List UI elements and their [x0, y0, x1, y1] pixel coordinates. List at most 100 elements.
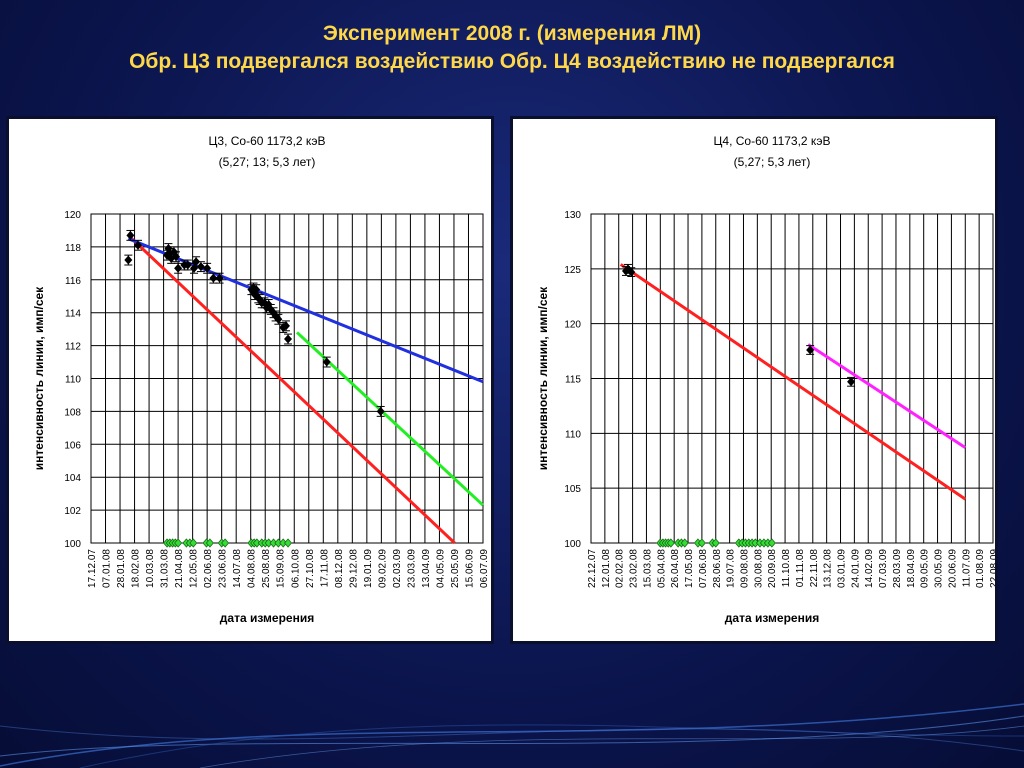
x-tick-label: 13.04.09: [421, 549, 432, 588]
x-tick-label: 06.10.08: [290, 549, 301, 588]
x-tick-label: 26.04.08: [670, 549, 681, 588]
x-tick-label: 30.05.09: [934, 549, 945, 588]
x-tick-label: 14.07.08: [232, 549, 243, 588]
x-tick-label: 15.03.08: [642, 549, 653, 588]
x-tick-label: 27.10.08: [305, 549, 316, 588]
data-point: [196, 262, 205, 272]
x-tick-label: 25.05.09: [450, 549, 461, 588]
x-tick-label: 07.01.08: [102, 549, 113, 588]
x-tick-label: 22.11.08: [809, 549, 820, 588]
x-tick-label: 02.02.08: [615, 549, 626, 588]
y-tick-label: 110: [65, 375, 81, 386]
data-point: [209, 273, 218, 283]
x-tick-label: 01.11.08: [795, 549, 806, 588]
x-tick-label: 23.03.09: [406, 549, 417, 588]
data-point: [124, 255, 133, 265]
x-tick-label: 12.01.08: [601, 549, 612, 588]
x-tick-label: 29.12.08: [348, 549, 359, 588]
data-point: [126, 230, 135, 240]
x-tick-label: 15.06.09: [464, 549, 475, 588]
y-tick-label: 104: [64, 473, 81, 484]
y-tick-label: 120: [564, 320, 581, 331]
marker-point: [767, 538, 776, 548]
x-tick-label: 04.08.08: [247, 549, 258, 588]
x-tick-label: 11.07.09: [961, 549, 972, 588]
y-tick-label: 112: [65, 342, 81, 353]
x-tick-label: 08.12.08: [334, 549, 345, 588]
x-tick-label: 18.04.09: [906, 549, 917, 588]
marker-point: [666, 538, 675, 548]
chart-title: Ц3, Co-60 1173,2 кэВ: [209, 134, 326, 148]
x-tick-label: 25.08.08: [261, 549, 272, 588]
marker-point: [284, 538, 293, 548]
x-tick-label: 19.07.08: [726, 549, 737, 588]
x-tick-label: 07.06.08: [698, 549, 709, 588]
x-tick-label: 04.05.09: [435, 549, 446, 588]
chart-panel-c4: Ц4, Co-60 1173,2 кэВ (5,27; 5,3 лет) 22.12…: [510, 116, 998, 644]
fit-line: [807, 343, 967, 449]
data-point: [203, 263, 212, 273]
x-tick-label: 17.05.08: [684, 549, 695, 588]
x-axis-label: дата измерения: [725, 611, 819, 625]
y-tick-label: 108: [64, 407, 81, 418]
x-tick-label: 14.02.09: [864, 549, 875, 588]
data-point: [274, 314, 283, 324]
x-tick-label: 09.08.08: [739, 549, 750, 588]
plot-area: [590, 213, 994, 544]
data-point: [172, 252, 181, 262]
y-tick-label: 116: [65, 276, 81, 287]
x-tick-label: 17.12.07: [87, 549, 98, 588]
x-tick-label: 11.10.08: [781, 549, 792, 588]
y-tick-label: 110: [565, 429, 581, 440]
y-tick-label: 106: [64, 440, 81, 451]
slide-title-line1: Эксперимент 2008 г. (измерения ЛМ): [322, 22, 702, 45]
marker-point: [174, 538, 183, 548]
data-point: [134, 240, 143, 250]
marker-point: [711, 538, 720, 548]
y-tick-label: 130: [564, 210, 581, 221]
chart-c4: Ц4, Co-60 1173,2 кэВ (5,27; 5,3 лет) 22.12…: [536, 134, 995, 625]
marker-point: [189, 538, 198, 548]
data-point: [252, 285, 261, 295]
data-point: [627, 267, 636, 277]
x-tick-label: 18.02.08: [131, 549, 142, 588]
slide-title-line2: Обр. Ц3 подвергался воздействию Обр. Ц4 …: [129, 50, 895, 73]
y-tick-label: 118: [65, 243, 81, 254]
marker-point: [680, 538, 689, 548]
chart-subtitle: (5,27; 5,3 лет): [734, 155, 811, 169]
x-tick-label: 02.06.08: [203, 549, 214, 588]
fit-line: [127, 234, 456, 545]
marker-point: [697, 538, 706, 548]
chart-panel-c3: Ц3, Co-60 1173,2 кэВ (5,27; 13; 5,3 лет) 1…: [6, 116, 494, 644]
x-tick-label: 20.06.09: [947, 549, 958, 588]
x-axis-label: дата измерения: [220, 611, 314, 625]
x-tick-label: 06.07.09: [479, 549, 490, 588]
data-point: [281, 321, 290, 331]
y-tick-label: 115: [565, 375, 581, 386]
x-tick-label: 17.11.08: [319, 549, 330, 588]
x-tick-label: 02.03.09: [392, 549, 403, 588]
data-point: [806, 345, 815, 355]
x-tick-label: 09.05.09: [920, 549, 931, 588]
x-tick-label: 10.03.08: [145, 549, 156, 588]
x-tick-label: 22.08.09: [989, 549, 995, 588]
x-tick-label: 19.01.09: [363, 549, 374, 588]
data-point: [269, 308, 278, 318]
decorative-wave-band: [0, 696, 1024, 768]
data-point: [183, 260, 192, 270]
y-tick-label: 100: [564, 539, 581, 550]
y-tick-label: 105: [564, 484, 581, 495]
x-tick-label: 21.04.08: [174, 549, 185, 588]
x-tick-label: 20.09.08: [767, 549, 778, 588]
x-tick-label: 30.08.08: [753, 549, 764, 588]
fit-line: [619, 263, 967, 501]
marker-point: [205, 538, 214, 548]
y-tick-label: 114: [65, 309, 81, 320]
x-tick-label: 28.06.08: [712, 549, 723, 588]
x-tick-label: 23.02.08: [629, 549, 640, 588]
y-tick-label: 102: [64, 506, 81, 517]
data-point: [174, 263, 183, 273]
data-point: [847, 377, 856, 387]
marker-point: [221, 538, 230, 548]
x-tick-label: 24.01.09: [850, 549, 861, 588]
